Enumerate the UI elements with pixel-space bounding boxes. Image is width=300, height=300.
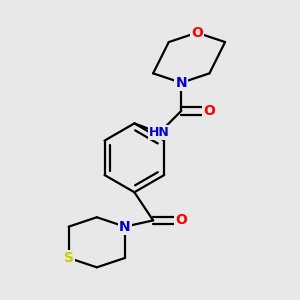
Text: HN: HN bbox=[149, 126, 170, 139]
Text: N: N bbox=[176, 76, 187, 90]
Text: S: S bbox=[64, 251, 74, 265]
Text: N: N bbox=[119, 220, 131, 234]
Text: O: O bbox=[175, 213, 187, 227]
Text: O: O bbox=[203, 104, 215, 118]
Text: O: O bbox=[191, 26, 203, 40]
